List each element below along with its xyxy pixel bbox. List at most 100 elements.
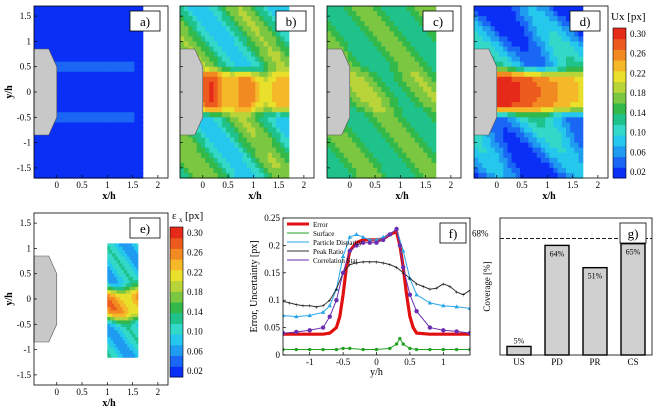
contour-cell bbox=[368, 76, 374, 83]
contour-cell bbox=[574, 132, 580, 139]
contour-cell bbox=[113, 286, 115, 291]
contour-cell bbox=[398, 46, 403, 53]
contour-cell bbox=[561, 66, 567, 73]
contour-cell bbox=[123, 263, 126, 268]
contour-cell bbox=[120, 250, 122, 254]
contour-cell bbox=[259, 152, 265, 159]
contour-cell bbox=[561, 61, 567, 68]
contour-cell bbox=[138, 81, 144, 88]
contour-cell bbox=[42, 41, 48, 48]
contour-cell bbox=[114, 280, 117, 285]
contour-cell bbox=[327, 26, 332, 32]
contour-cell bbox=[124, 323, 127, 328]
contour-cell bbox=[377, 122, 382, 129]
contour-cell bbox=[54, 11, 60, 17]
y-axis-label: Coverage [%] bbox=[482, 261, 492, 311]
contour-cell bbox=[84, 152, 89, 159]
contour-cell bbox=[423, 97, 428, 103]
contour-cell bbox=[107, 243, 110, 248]
contour-cell bbox=[381, 122, 387, 129]
contour-cell bbox=[205, 122, 210, 129]
contour-cell bbox=[423, 107, 428, 113]
contour-cell bbox=[347, 46, 353, 53]
contour-cell bbox=[431, 46, 437, 53]
contour-cell bbox=[414, 172, 420, 179]
contour-cell bbox=[136, 337, 139, 341]
contour-cell bbox=[71, 137, 77, 144]
contour-cell bbox=[129, 276, 132, 281]
x-tick-label: 0 bbox=[55, 387, 60, 397]
contour-cell bbox=[393, 51, 399, 58]
contour-cell bbox=[284, 86, 290, 93]
contour-cell bbox=[360, 147, 366, 154]
series-point: + bbox=[395, 264, 399, 272]
contour-cell bbox=[129, 330, 132, 335]
contour-cell bbox=[126, 333, 128, 338]
series-point bbox=[414, 292, 419, 297]
contour-cell bbox=[507, 16, 513, 22]
contour-cell bbox=[335, 26, 341, 32]
contour-cell bbox=[352, 86, 357, 93]
contour-cell bbox=[557, 16, 563, 22]
contour-cell bbox=[54, 147, 60, 154]
contour-cell bbox=[54, 56, 60, 63]
contour-cell bbox=[129, 337, 132, 341]
contour-cell bbox=[134, 286, 136, 291]
contour-cell bbox=[414, 26, 420, 32]
contour-cell bbox=[59, 16, 64, 22]
contour-cell bbox=[109, 330, 112, 335]
contour-cell bbox=[116, 253, 119, 258]
contour-cell bbox=[503, 137, 509, 144]
contour-cell bbox=[503, 122, 509, 129]
contour-cell bbox=[368, 107, 374, 113]
contour-cell bbox=[230, 137, 235, 144]
contour-cell bbox=[133, 343, 135, 348]
contour-cell bbox=[131, 263, 134, 268]
contour-cell bbox=[234, 157, 240, 164]
contour-cell bbox=[184, 26, 189, 32]
contour-cell bbox=[131, 256, 134, 261]
contour-cell bbox=[414, 11, 420, 17]
contour-cell bbox=[494, 142, 500, 149]
contour-cell bbox=[54, 21, 60, 27]
contour-cell bbox=[347, 6, 353, 12]
contour-cell bbox=[71, 41, 77, 48]
contour-cell bbox=[398, 157, 403, 164]
contour-cell bbox=[377, 41, 382, 48]
contour-cell bbox=[131, 310, 134, 315]
contour-cell bbox=[574, 36, 580, 43]
contour-cell bbox=[389, 117, 395, 123]
contour-cell bbox=[393, 127, 399, 134]
series-point bbox=[361, 347, 365, 352]
contour-cell bbox=[259, 157, 265, 164]
contour-cell bbox=[360, 76, 366, 83]
contour-cell bbox=[180, 162, 185, 169]
contour-cell bbox=[331, 11, 336, 17]
contour-cell bbox=[520, 86, 525, 93]
contour-cell bbox=[109, 253, 112, 258]
contour-cell bbox=[532, 152, 538, 159]
contour-cell bbox=[134, 117, 140, 123]
contour-cell bbox=[503, 51, 509, 58]
contour-cell bbox=[381, 137, 387, 144]
contour-cell bbox=[136, 296, 139, 301]
contour-cell bbox=[112, 286, 114, 291]
contour-cell bbox=[557, 21, 563, 27]
contour-cell bbox=[110, 343, 113, 348]
contour-cell bbox=[121, 273, 124, 278]
contour-cell bbox=[131, 307, 134, 311]
contour-cell bbox=[267, 157, 273, 164]
contour-cell bbox=[570, 102, 575, 108]
contour-cell bbox=[221, 137, 227, 144]
contour-cell bbox=[84, 41, 89, 48]
contour-cell bbox=[545, 122, 550, 129]
contour-cell bbox=[570, 112, 575, 118]
series-point bbox=[340, 270, 346, 275]
contour-cell bbox=[255, 6, 261, 12]
contour-cell bbox=[135, 283, 138, 288]
contour-cell bbox=[234, 6, 240, 12]
contour-cell bbox=[115, 243, 118, 248]
contour-cell bbox=[280, 122, 286, 129]
panel-label-box bbox=[569, 10, 601, 32]
contour-cell bbox=[561, 127, 567, 134]
